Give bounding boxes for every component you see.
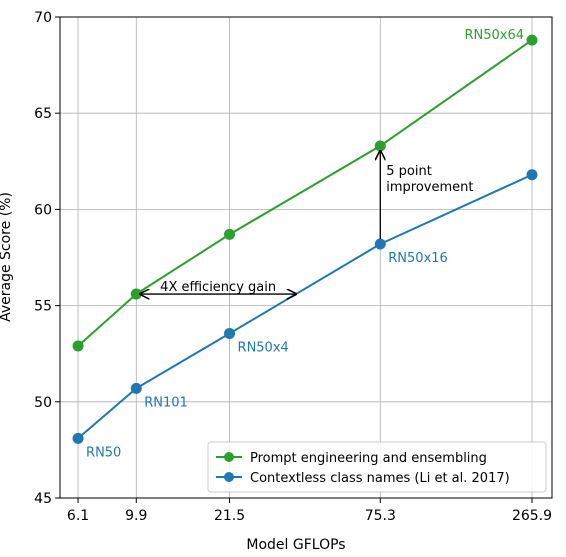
x-tick-label: 265.9 [512, 508, 552, 524]
data-point [224, 327, 236, 339]
x-tick-label: 21.5 [214, 508, 245, 524]
point-label: RN50 [86, 445, 121, 460]
legend-marker [224, 452, 234, 462]
y-axis-label: Average Score (%) [0, 192, 14, 322]
y-tick-label: 60 [34, 202, 52, 218]
point-label: RN50x64 [464, 28, 524, 43]
data-point [526, 169, 538, 181]
x-tick-label: 6.1 [67, 508, 89, 524]
data-point [72, 432, 84, 444]
x-axis-label: Model GFLOPs [246, 537, 345, 553]
data-point [72, 340, 84, 352]
grid [60, 16, 552, 499]
legend-label: Prompt engineering and ensembling [250, 451, 487, 466]
legend-label: Contextless class names (Li et al. 2017) [250, 471, 510, 486]
legend-box [207, 441, 547, 493]
improvement-note: 5 point [386, 164, 432, 179]
improvement-note: improvement [386, 180, 473, 195]
efficiency-note: 4X efficiency gain [160, 280, 276, 295]
y-tick-label: 70 [34, 10, 52, 26]
data-point [526, 34, 538, 46]
data-point [130, 382, 142, 394]
legend-marker [224, 472, 234, 482]
data-point [374, 140, 386, 152]
axes-frame [59, 16, 553, 499]
y-tick-label: 45 [34, 491, 52, 507]
data-point [224, 228, 236, 240]
y-tick-label: 65 [34, 106, 52, 122]
data-point [130, 288, 142, 300]
point-label: RN50x16 [388, 251, 448, 266]
x-tick-label: 9.9 [125, 508, 147, 524]
y-tick-label: 55 [34, 299, 52, 315]
y-tick-label: 50 [34, 395, 52, 411]
data-point [374, 238, 386, 250]
point-label: RN101 [144, 395, 188, 410]
x-tick-label: 75.3 [365, 508, 396, 524]
plot [72, 34, 538, 444]
point-label: RN50x4 [238, 340, 289, 355]
